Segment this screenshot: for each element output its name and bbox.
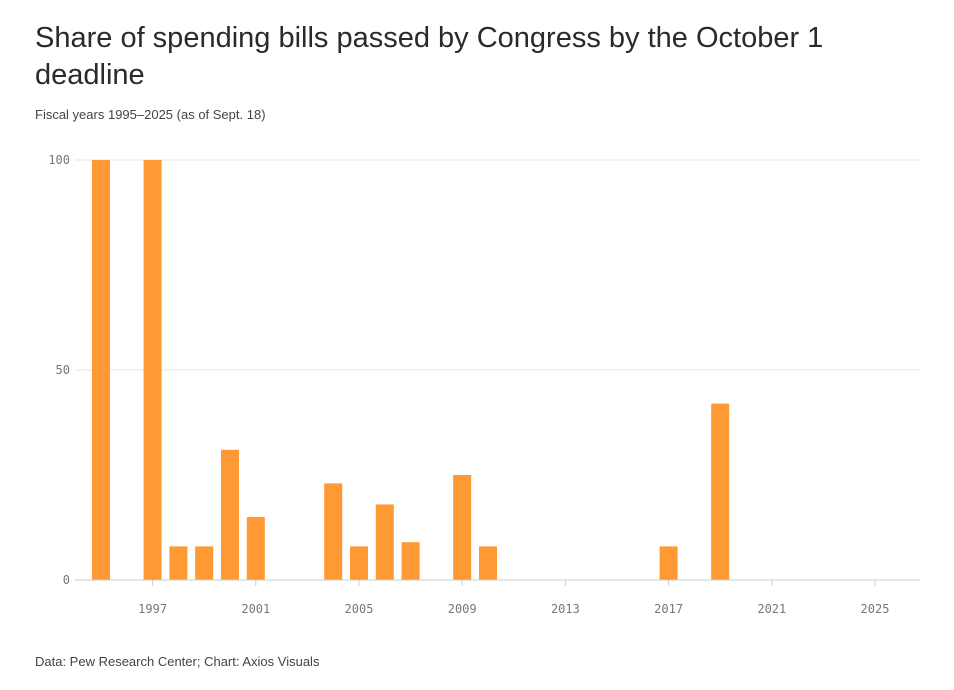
- x-tick-label-2001: 2001: [241, 602, 270, 616]
- bar-2017: [659, 546, 678, 580]
- bar-2010: [479, 546, 497, 580]
- x-tick-label-2017: 2017: [654, 602, 683, 616]
- y-tick-label-100: 100: [48, 153, 70, 167]
- x-tick-label-1997: 1997: [138, 602, 167, 616]
- bar-2019: [711, 403, 730, 580]
- bars: [92, 160, 730, 580]
- x-tick-label-2005: 2005: [345, 602, 374, 616]
- chart-title: Share of spending bills passed by Congre…: [35, 22, 824, 91]
- bar-1999: [195, 546, 214, 580]
- x-tick-label-2013: 2013: [551, 602, 580, 616]
- x-tick-label-2021: 2021: [757, 602, 786, 616]
- source-note: Data: Pew Research Center; Chart: Axios …: [35, 654, 320, 669]
- chart-subtitle: Fiscal years 1995–2025 (as of Sept. 18): [35, 107, 266, 122]
- gridlines: [75, 159, 920, 371]
- bar-2007: [401, 542, 420, 580]
- axes: 0 50 100 1997 2001 2005 2009 2013 2017 2021 2025: [48, 153, 920, 616]
- x-tick-label-2025: 2025: [861, 602, 890, 616]
- bar-2001: [246, 517, 265, 580]
- bar-chart: 0 50 100 1997 2001 2005 2009 2013 2017 2021 2025: [48, 153, 920, 616]
- y-tick-label-0: 0: [63, 573, 70, 587]
- bar-2009: [453, 475, 472, 580]
- x-tick-label-2009: 2009: [448, 602, 477, 616]
- bar-1998: [169, 546, 188, 580]
- bar-1997: [143, 160, 162, 580]
- bar-2004: [324, 483, 343, 580]
- y-tick-label-50: 50: [56, 363, 70, 377]
- bar-1995: [92, 160, 110, 580]
- bar-2000: [221, 449, 239, 580]
- bar-2006: [375, 504, 394, 580]
- bar-2005: [350, 546, 368, 580]
